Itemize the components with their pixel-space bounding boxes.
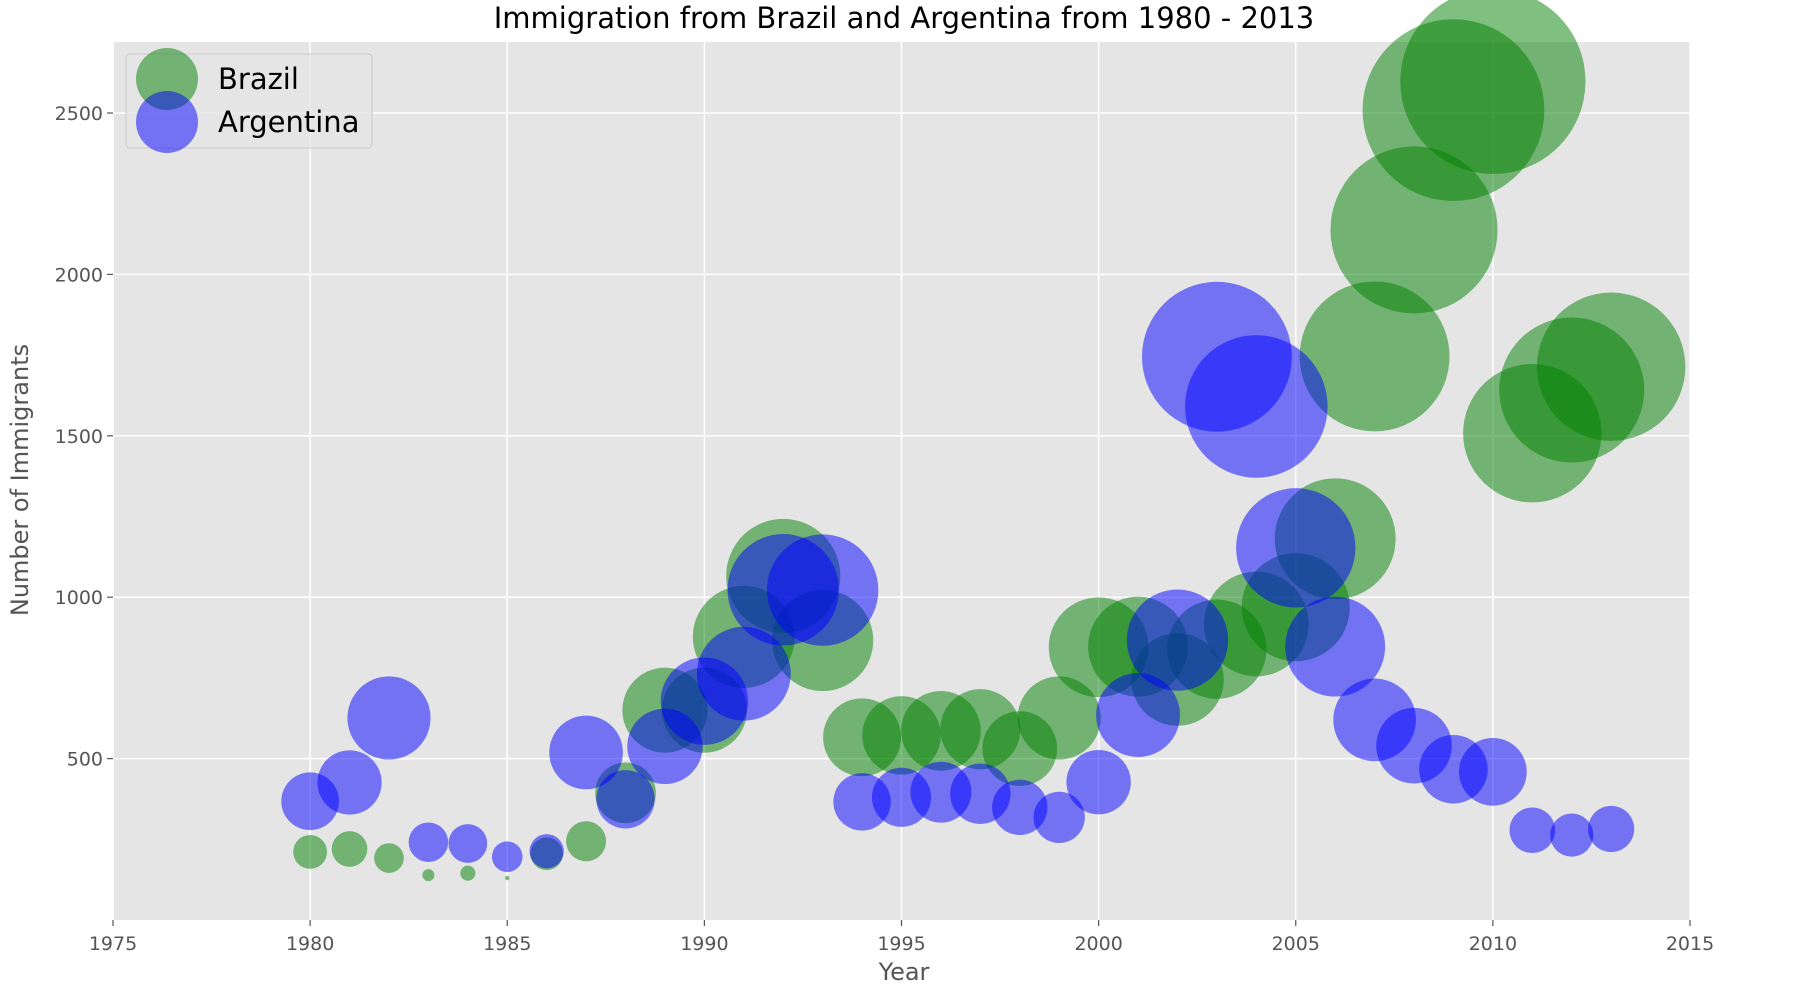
bubble-argentina-2010	[1459, 737, 1527, 806]
y-tick-label: 1000	[55, 587, 103, 609]
bubble-argentina-1985	[491, 841, 523, 873]
x-tick-label: 2005	[1272, 933, 1320, 955]
bubble-argentina-1988	[596, 770, 655, 829]
series-argentina	[281, 281, 1635, 873]
bubble-brazil-1981	[331, 831, 368, 867]
bubble-brazil-1999	[1017, 676, 1101, 760]
bubble-brazil-2010	[1400, 0, 1586, 174]
bubble-brazil-1980	[293, 834, 328, 869]
x-tick-label: 2010	[1469, 933, 1517, 955]
bubble-argentina-2012	[1550, 813, 1594, 857]
bubble-brazil-2007	[1299, 281, 1450, 432]
x-tick-label: 1995	[877, 933, 925, 955]
legend-label-argentina: Argentina	[218, 105, 359, 139]
bubble-argentina-2002	[1126, 589, 1229, 691]
legend-marker-brazil	[136, 48, 198, 110]
x-tick-label: 1990	[680, 933, 728, 955]
bubble-argentina-2006	[1285, 596, 1386, 697]
bubble-argentina-1987	[549, 715, 623, 790]
bubble-brazil-1985	[505, 875, 510, 881]
bubble-argentina-1998	[992, 779, 1048, 836]
bubble-argentina-2013	[1588, 805, 1635, 853]
y-tick-label: 2500	[55, 103, 103, 125]
bubble-argentina-1981	[317, 750, 382, 815]
bubble-argentina-2000	[1066, 749, 1131, 815]
y-tick-label: 500	[67, 749, 103, 771]
bubble-argentina-1991	[696, 626, 791, 721]
x-tick-label: 1985	[483, 933, 531, 955]
y-tick-label: 2000	[55, 264, 103, 286]
bubble-argentina-2011	[1509, 807, 1556, 854]
bubble-argentina-1993	[766, 534, 879, 646]
legend-marker-argentina	[136, 91, 198, 153]
x-tick-label: 2000	[1074, 933, 1122, 955]
bubble-brazil-1983	[422, 869, 435, 882]
x-tick-label: 1980	[286, 933, 334, 955]
y-axis-ticks: 500 1000 1500 2000 2500	[55, 103, 113, 771]
x-tick-label: 2015	[1666, 933, 1714, 955]
bubble-brazil-2013	[1536, 292, 1686, 441]
bubble-argentina-1983	[408, 822, 449, 862]
bubble-argentina-2005	[1236, 488, 1356, 608]
bubble-argentina-1999	[1033, 791, 1085, 843]
x-axis-label: Year	[878, 958, 930, 986]
x-axis-ticks: 1975 1980 1985 1990 1995 2000 2005 2010 2015	[89, 920, 1714, 955]
bubble-brazil-1982	[374, 843, 404, 873]
y-axis-label: Number of Immigrants	[6, 344, 34, 616]
bubble-argentina-2004	[1185, 335, 1328, 478]
bubbles	[281, 0, 1686, 882]
legend-label-brazil: Brazil	[218, 62, 299, 96]
legend: Brazil Argentina	[125, 48, 373, 153]
bubble-brazil-1987	[566, 821, 607, 862]
bubble-argentina-2001	[1096, 673, 1180, 757]
x-tick-label: 1975	[89, 933, 137, 955]
bubble-argentina-1982	[347, 676, 431, 760]
chart-title: Immigration from Brazil and Argentina fr…	[494, 1, 1315, 35]
bubble-argentina-1984	[448, 824, 488, 863]
bubble-brazil-1984	[460, 865, 476, 881]
y-tick-label: 1500	[55, 426, 103, 448]
bubble-argentina-1986	[529, 834, 564, 869]
